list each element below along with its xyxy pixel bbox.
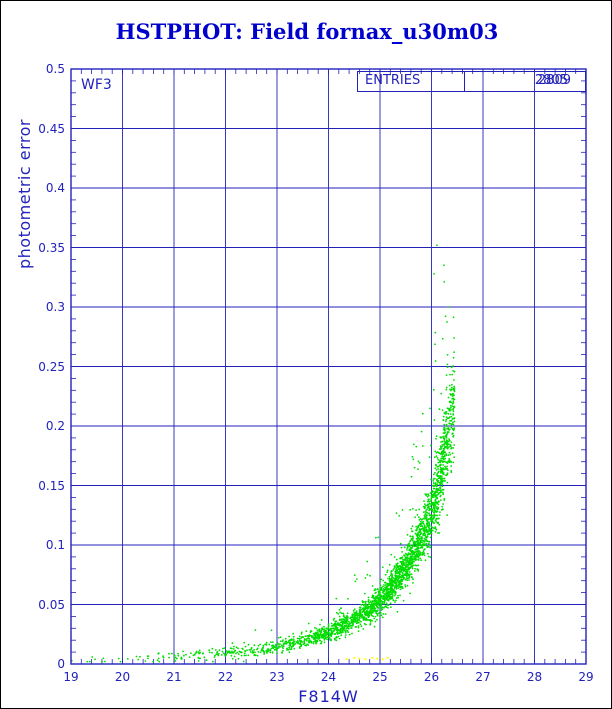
x-tick-label: 28 bbox=[526, 670, 543, 684]
y-tick-label: 0.2 bbox=[45, 419, 65, 433]
x-tick-label: 22 bbox=[217, 670, 234, 684]
entries-count-overprint: 2805 bbox=[534, 73, 568, 88]
scatter-points-flagged bbox=[345, 656, 389, 661]
x-tick-label: 19 bbox=[63, 670, 79, 684]
y-tick-label: 0.1 bbox=[45, 538, 65, 552]
y-tick-label: 0.4 bbox=[45, 181, 65, 195]
scatter-points-stars bbox=[70, 244, 456, 663]
y-tick-label: 0.3 bbox=[45, 300, 65, 314]
y-tick-label: 0 bbox=[57, 657, 65, 671]
entries-count: 2809 bbox=[537, 73, 571, 88]
x-tick-label: 23 bbox=[269, 670, 285, 684]
detector-label: WF3 bbox=[81, 77, 112, 93]
x-tick-label: 20 bbox=[114, 670, 131, 684]
y-tick-label: 0.5 bbox=[45, 62, 65, 76]
y-tick-label: 0.35 bbox=[38, 240, 65, 255]
x-tick-label: 25 bbox=[372, 670, 388, 684]
x-tick-label: 26 bbox=[423, 670, 440, 684]
x-tick-label: 24 bbox=[320, 670, 337, 684]
entries-box-divider bbox=[464, 72, 465, 91]
entries-box: ENTRIES 2805 2809 bbox=[357, 71, 586, 92]
entries-label: ENTRIES bbox=[365, 73, 421, 88]
y-tick-label: 0.05 bbox=[38, 597, 65, 612]
plot-frame bbox=[70, 68, 587, 665]
y-tick-label: 0.25 bbox=[38, 359, 65, 374]
x-tick-label: 29 bbox=[578, 670, 594, 684]
y-tick-label: 0.15 bbox=[38, 478, 65, 493]
x-tick-label: 27 bbox=[475, 670, 491, 684]
chart-title: HSTPHOT: Field fornax_u30m03 bbox=[115, 19, 499, 44]
y-tick-label: 0.45 bbox=[38, 121, 65, 136]
x-axis-label: F814W bbox=[298, 687, 359, 706]
x-tick-label: 21 bbox=[166, 670, 182, 684]
